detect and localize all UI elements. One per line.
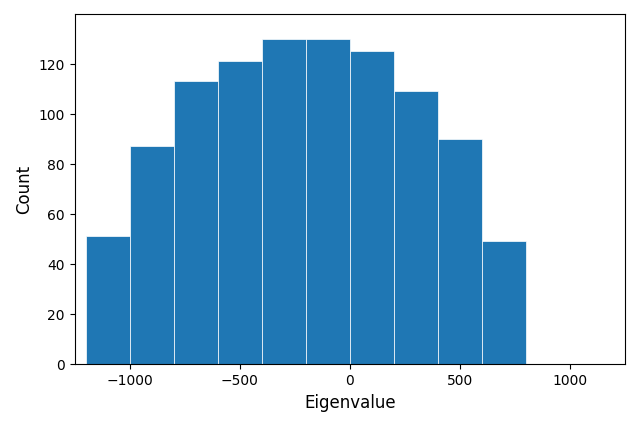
- Bar: [218, 62, 262, 364]
- Bar: [482, 242, 526, 364]
- Bar: [262, 40, 306, 364]
- Bar: [438, 140, 482, 364]
- Bar: [394, 92, 438, 364]
- Bar: [173, 82, 218, 364]
- Bar: [86, 237, 130, 364]
- Bar: [306, 40, 350, 364]
- X-axis label: Eigenvalue: Eigenvalue: [304, 393, 396, 411]
- Y-axis label: Count: Count: [15, 165, 33, 214]
- Bar: [350, 52, 394, 364]
- Bar: [130, 147, 173, 364]
